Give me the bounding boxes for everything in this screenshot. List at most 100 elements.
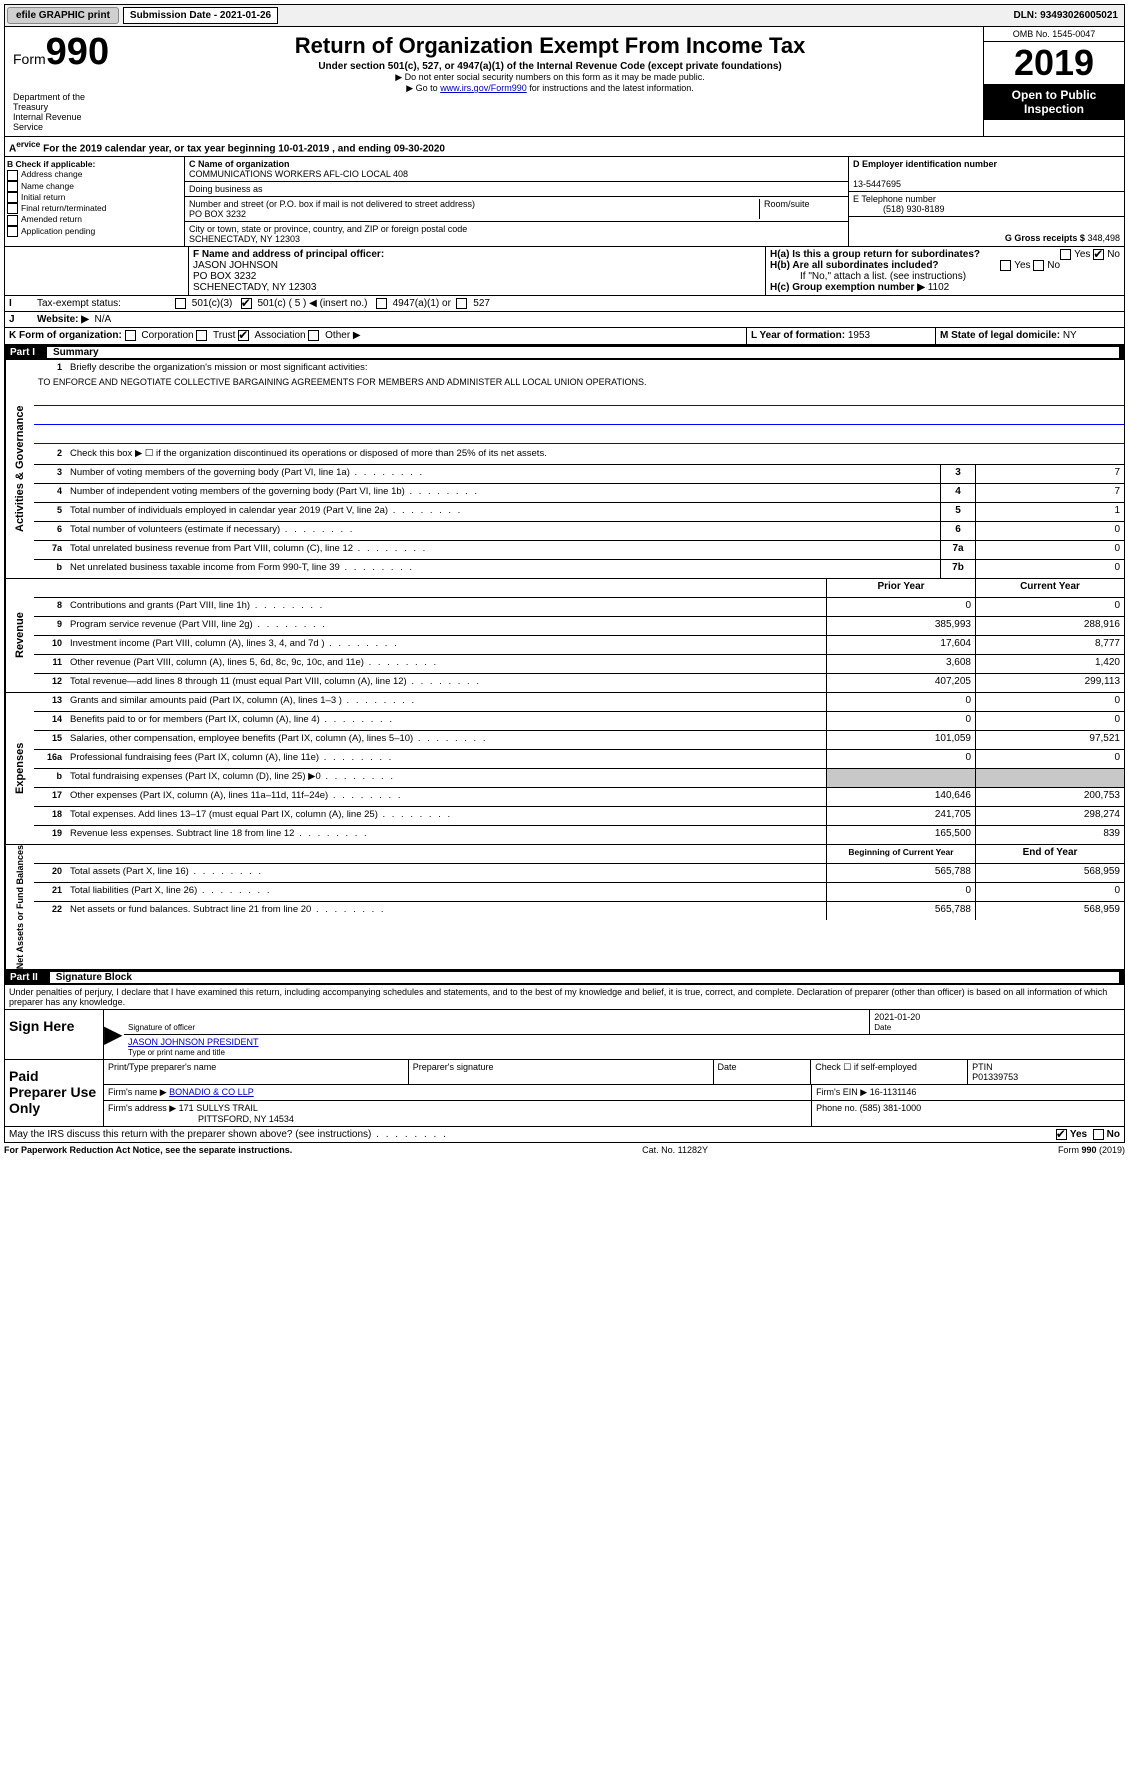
cb-527[interactable] <box>456 298 467 309</box>
dba-cell: Doing business as <box>185 182 848 197</box>
line-num: 17 <box>34 788 66 806</box>
line-text: Other revenue (Part VIII, column (A), li… <box>66 655 826 673</box>
begin-value: 565,788 <box>826 864 975 882</box>
cb-corp[interactable] <box>125 330 136 341</box>
cb-501c3[interactable] <box>175 298 186 309</box>
gov-line: 3 Number of voting members of the govern… <box>34 465 1124 484</box>
firm-ein-label: Firm's EIN ▶ <box>816 1087 867 1097</box>
type-name-label: Type or print name and title <box>128 1048 225 1057</box>
gov-line: 5 Total number of individuals employed i… <box>34 503 1124 522</box>
prior-value: 0 <box>826 598 975 616</box>
l-value: 1953 <box>848 330 870 341</box>
checkbox-amended[interactable] <box>7 215 18 226</box>
current-value: 0 <box>975 598 1124 616</box>
line-text: Number of voting members of the governin… <box>66 465 940 483</box>
prior-value: 140,646 <box>826 788 975 806</box>
current-value: 288,916 <box>975 617 1124 635</box>
checkbox-initial[interactable] <box>7 192 18 203</box>
ha-yes[interactable] <box>1060 249 1071 260</box>
prior-value: 101,059 <box>826 731 975 749</box>
l-label: L Year of formation: <box>751 330 845 341</box>
firm-name-link[interactable]: BONADIO & CO LLP <box>169 1087 254 1097</box>
line-text: Total revenue—add lines 8 through 11 (mu… <box>66 674 826 692</box>
line-num: 15 <box>34 731 66 749</box>
line-text: Professional fundraising fees (Part IX, … <box>66 750 826 768</box>
opt-final: Final return/terminated <box>21 203 107 213</box>
line-text: Total assets (Part X, line 16) <box>66 864 826 882</box>
firm-addr2: PITTSFORD, NY 14534 <box>108 1114 294 1124</box>
cb-trust[interactable] <box>196 330 207 341</box>
current-value: 1,420 <box>975 655 1124 673</box>
checkbox-final[interactable] <box>7 203 18 214</box>
checkbox-name-change[interactable] <box>7 181 18 192</box>
cb-other[interactable] <box>308 330 319 341</box>
line-value: 7 <box>975 465 1124 483</box>
line-value: 0 <box>975 541 1124 559</box>
ha-no[interactable] <box>1093 249 1104 260</box>
line-text: Revenue less expenses. Subtract line 18 … <box>66 826 826 844</box>
firm-addr1: 171 SULLYS TRAIL <box>179 1103 258 1113</box>
opt-amended: Amended return <box>21 214 82 224</box>
line-num: 11 <box>34 655 66 673</box>
declaration-text: Under penalties of perjury, I declare th… <box>4 985 1125 1010</box>
hb-note: If "No," attach a list. (see instruction… <box>770 271 1120 282</box>
note2-post: for instructions and the latest informat… <box>527 83 694 93</box>
begin-header: Beginning of Current Year <box>826 845 975 863</box>
firm-name-label: Firm's name ▶ <box>108 1087 167 1097</box>
opt-assoc: Association <box>254 331 305 342</box>
period-text: For the 2019 calendar year, or tax year … <box>43 143 445 154</box>
cb-assoc[interactable] <box>238 330 249 341</box>
address-cell: Number and street (or P.O. box if mail i… <box>185 197 848 222</box>
date-label2: Date <box>714 1060 812 1084</box>
org-name: COMMUNICATIONS WORKERS AFL-CIO LOCAL 408 <box>189 169 408 179</box>
dba-label: Doing business as <box>189 184 263 194</box>
addr-value: PO BOX 3232 <box>189 209 246 219</box>
line-text: Total expenses. Add lines 13–17 (must eq… <box>66 807 826 825</box>
cb-501c[interactable] <box>241 298 252 309</box>
section-h: H(a) Is this a group return for subordin… <box>766 247 1124 295</box>
opt-name: Name change <box>21 181 74 191</box>
hb-no[interactable] <box>1033 260 1044 271</box>
discuss-no[interactable] <box>1093 1129 1104 1140</box>
title-block: Return of Organization Exempt From Incom… <box>117 27 983 136</box>
room-label: Room/suite <box>759 199 844 219</box>
line-num: 20 <box>34 864 66 882</box>
exp-line: 14 Benefits paid to or for members (Part… <box>34 712 1124 731</box>
exp-line: 18 Total expenses. Add lines 13–17 (must… <box>34 807 1124 826</box>
governance-block: Activities & Governance 1 Briefly descri… <box>4 360 1125 579</box>
line-num: 4 <box>34 484 66 502</box>
line-text: Other expenses (Part IX, column (A), lin… <box>66 788 826 806</box>
checkbox-pending[interactable] <box>7 226 18 237</box>
top-bar: efile GRAPHIC print Submission Date - 20… <box>4 4 1125 27</box>
submission-date: Submission Date - 2021-01-26 <box>123 7 278 24</box>
cb-4947[interactable] <box>376 298 387 309</box>
efile-print-button[interactable]: efile GRAPHIC print <box>7 7 119 24</box>
discuss-yes[interactable] <box>1056 1129 1067 1140</box>
line-num: b <box>34 769 66 787</box>
line-num: 18 <box>34 807 66 825</box>
part1-label: Part I <box>10 347 35 358</box>
checkbox-address-change[interactable] <box>7 170 18 181</box>
no-label2: No <box>1047 260 1060 271</box>
line-num: 5 <box>34 503 66 521</box>
line1-text: Briefly describe the organization's miss… <box>66 360 1124 375</box>
mission-text: TO ENFORCE AND NEGOTIATE COLLECTIVE BARG… <box>34 375 1124 389</box>
instructions-link[interactable]: www.irs.gov/Form990 <box>440 83 527 93</box>
part2-label: Part II <box>10 972 38 983</box>
officer-name-link[interactable]: JASON JOHNSON PRESIDENT <box>128 1037 259 1047</box>
hb-yes[interactable] <box>1000 260 1011 271</box>
paid-prep-label: Paid Preparer Use Only <box>5 1060 104 1126</box>
line-box: 7b <box>940 560 975 578</box>
line-value: 1 <box>975 503 1124 521</box>
website-value: N/A <box>95 314 112 325</box>
form-title: Return of Organization Exempt From Incom… <box>121 33 979 59</box>
current-value: 97,521 <box>975 731 1124 749</box>
line-value: 0 <box>975 560 1124 578</box>
net-line: 22 Net assets or fund balances. Subtract… <box>34 902 1124 920</box>
prior-value: 0 <box>826 693 975 711</box>
prior-value: 0 <box>826 712 975 730</box>
yes3: Yes <box>1070 1129 1087 1140</box>
current-value: 839 <box>975 826 1124 844</box>
footer-cat: Cat. No. 11282Y <box>642 1145 708 1155</box>
end-header: End of Year <box>975 845 1124 863</box>
